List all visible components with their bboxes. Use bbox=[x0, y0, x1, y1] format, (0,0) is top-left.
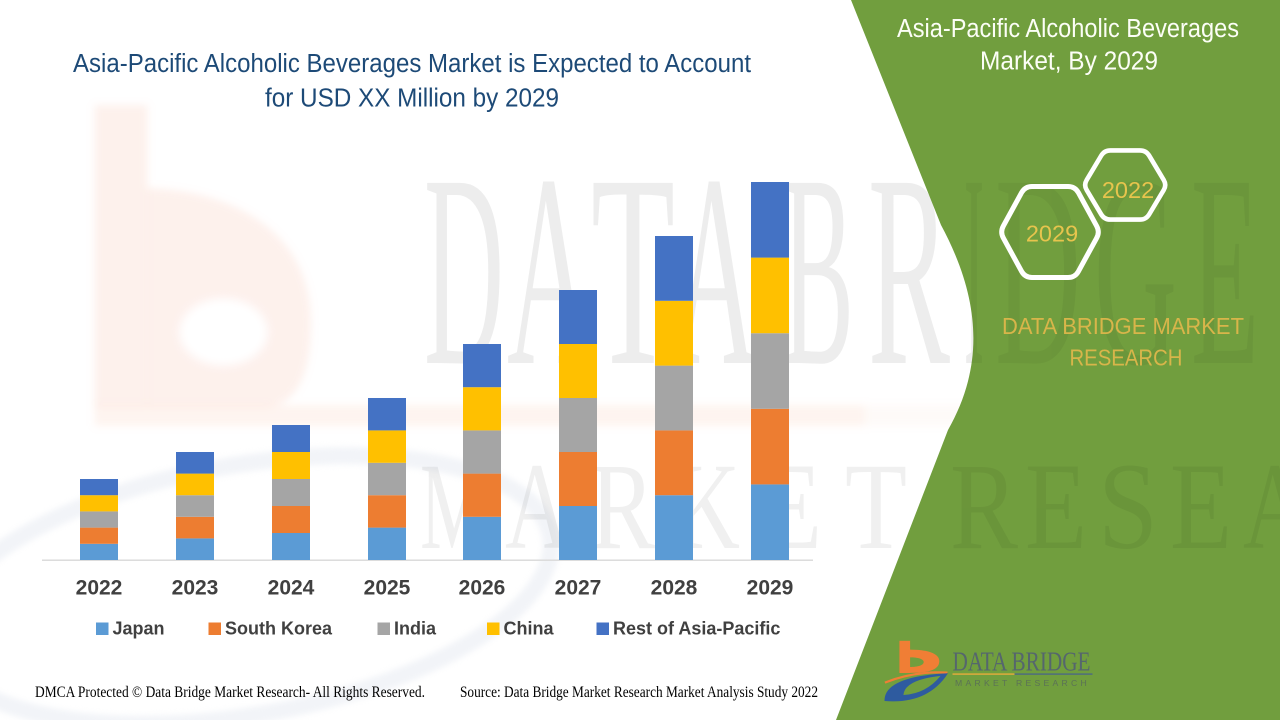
svg-text:Market, By 2029: Market, By 2029 bbox=[980, 48, 1158, 76]
svg-text:2029: 2029 bbox=[1026, 221, 1078, 247]
svg-text:Japan: Japan bbox=[113, 619, 165, 639]
svg-text:2022: 2022 bbox=[76, 577, 123, 600]
svg-text:E: E bbox=[1025, 438, 1087, 575]
svg-text:DATA BRIDGE MARKET: DATA BRIDGE MARKET bbox=[1002, 313, 1244, 339]
svg-text:G: G bbox=[1094, 119, 1177, 423]
svg-text:D: D bbox=[995, 119, 1081, 423]
svg-text:T: T bbox=[845, 438, 907, 575]
svg-text:China: China bbox=[504, 619, 555, 639]
svg-text:Asia-Pacific Alcoholic Beverag: Asia-Pacific Alcoholic Beverages bbox=[897, 15, 1239, 43]
svg-text:RESEARCH: RESEARCH bbox=[1070, 345, 1183, 371]
svg-text:2023: 2023 bbox=[172, 577, 219, 600]
svg-text:MARKET RESEARCH: MARKET RESEARCH bbox=[955, 678, 1090, 688]
svg-text:2027: 2027 bbox=[555, 577, 602, 600]
svg-text:Asia-Pacific Alcoholic Beverag: Asia-Pacific Alcoholic Beverages Market … bbox=[73, 50, 751, 78]
svg-text:2026: 2026 bbox=[459, 577, 506, 600]
svg-text:India: India bbox=[394, 619, 437, 639]
svg-text:DMCA Protected © Data Bridge: DMCA Protected © Data Bridge Market Rese… bbox=[35, 684, 425, 701]
svg-text:Rest of Asia-Pacific: Rest of Asia-Pacific bbox=[613, 619, 780, 639]
svg-text:Source: Data Bridge Market Res: Source: Data Bridge Market Research Mark… bbox=[460, 684, 818, 701]
svg-text:E: E bbox=[1170, 438, 1232, 575]
svg-text:2025: 2025 bbox=[364, 577, 411, 600]
svg-text:S: S bbox=[1098, 438, 1158, 575]
svg-text:2029: 2029 bbox=[747, 577, 794, 600]
svg-text:South Korea: South Korea bbox=[225, 619, 333, 639]
svg-text:B: B bbox=[782, 119, 854, 423]
svg-text:A: A bbox=[1243, 438, 1280, 575]
svg-text:2028: 2028 bbox=[651, 577, 698, 600]
svg-text:DATA BRIDGE: DATA BRIDGE bbox=[953, 646, 1091, 676]
svg-text:2022: 2022 bbox=[1102, 177, 1154, 203]
svg-text:2024: 2024 bbox=[268, 577, 315, 600]
svg-text:R: R bbox=[590, 438, 655, 575]
svg-text:E: E bbox=[1191, 119, 1259, 423]
svg-text:R: R bbox=[950, 438, 1018, 575]
svg-text:for USD XX Million by 2029: for USD XX Million by 2029 bbox=[265, 85, 559, 113]
